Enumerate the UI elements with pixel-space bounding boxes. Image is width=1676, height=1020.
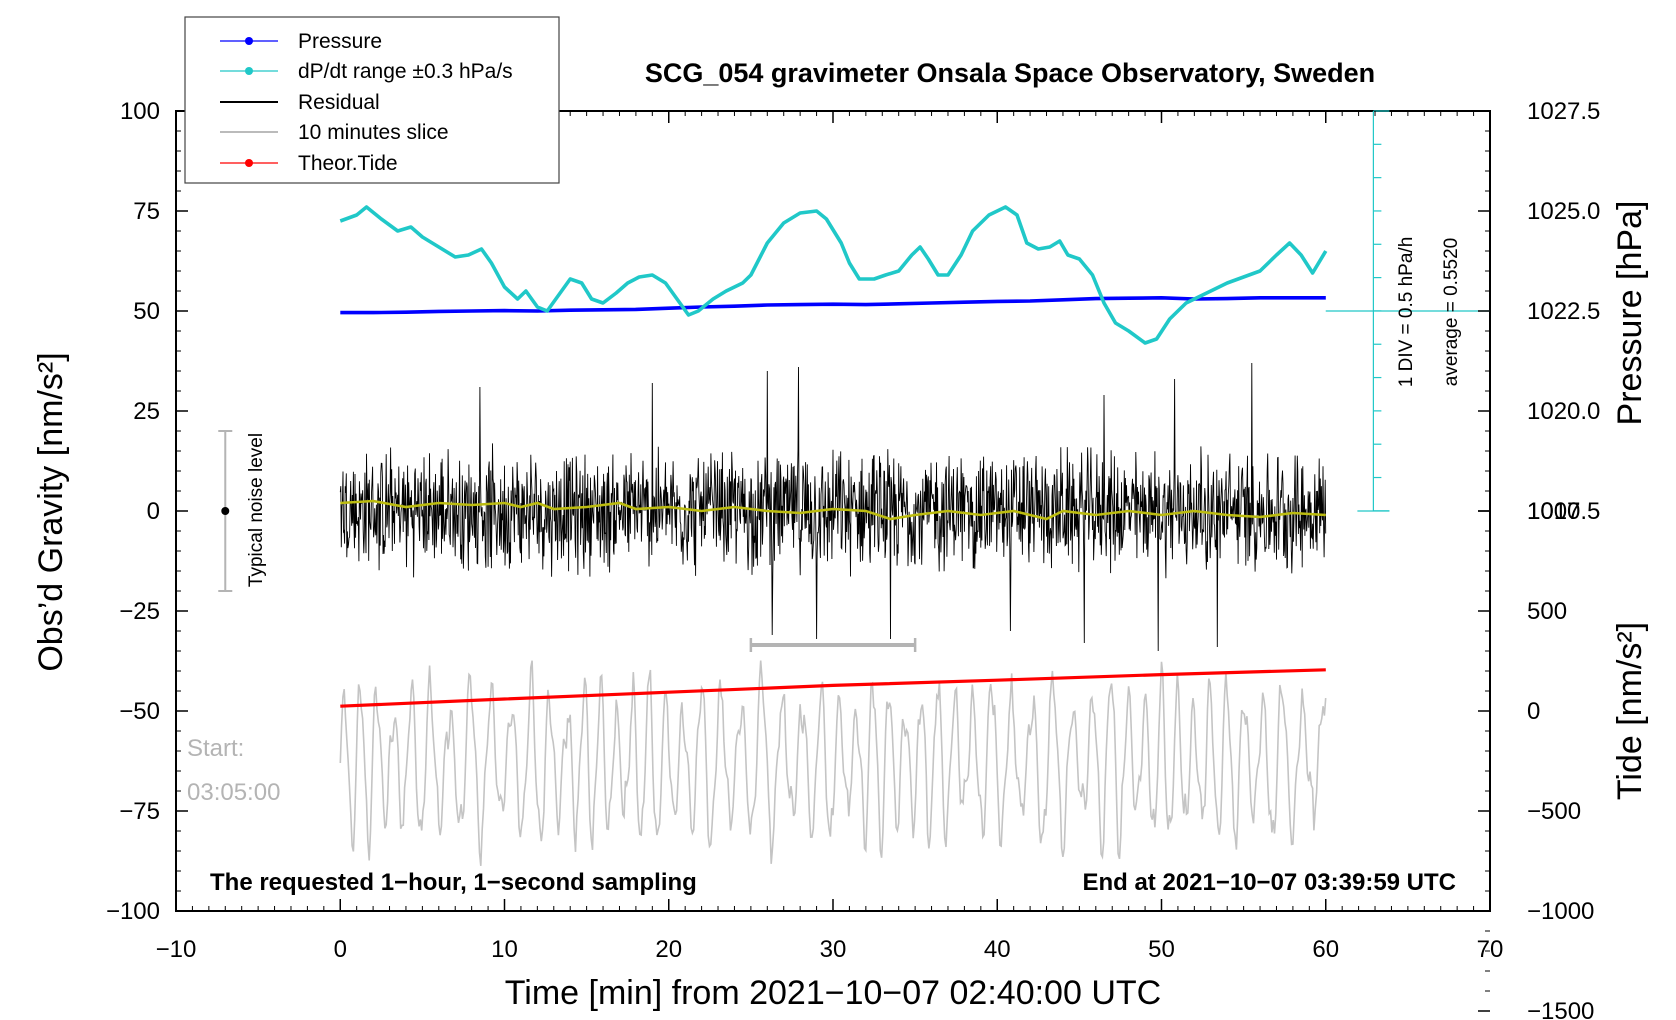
- legend-label-dpdt: dP/dt range ±0.3 hPa/s: [298, 60, 513, 83]
- series-pressure: [340, 295, 1326, 315]
- pressure-tick-label: 1025.0: [1527, 198, 1600, 225]
- x-tick-label: 50: [1148, 936, 1175, 963]
- end-time-note: End at 2021−10−07 03:39:59 UTC: [1082, 869, 1456, 896]
- legend-label-residual: Residual: [298, 91, 380, 114]
- y-tick-label: 25: [133, 398, 160, 425]
- tide-tick-label: 500: [1527, 598, 1567, 625]
- series-dpdt: [339, 205, 1328, 345]
- legend-label-tide: Theor.Tide: [298, 152, 398, 175]
- tide-tick-label: 1000: [1527, 498, 1580, 525]
- y-tick-label: −100: [106, 898, 160, 925]
- sampling-note: The requested 1−hour, 1−second sampling: [210, 869, 697, 896]
- legend-marker-dpdt: [245, 67, 253, 75]
- dpdt-average-label: average = 0.5520: [1441, 238, 1462, 386]
- legend-label-pressure: Pressure: [298, 30, 382, 53]
- legend-marker-tide: [245, 159, 253, 167]
- legend-box: [184, 16, 560, 184]
- x-tick-label: 70: [1477, 936, 1504, 963]
- series-residual: [339, 362, 1327, 652]
- y-tick-label: 75: [133, 198, 160, 225]
- tide-tick-label: −1000: [1527, 898, 1594, 925]
- legend-label-slice: 10 minutes slice: [298, 121, 449, 144]
- noise-bar-center: [221, 507, 230, 515]
- pressure-tick-label: 1027.5: [1527, 98, 1600, 125]
- series-smoothed-residual: [340, 499, 1326, 521]
- y-tick-label: 50: [133, 298, 160, 325]
- legend: Pressure dP/dt range ±0.3 hPa/s Residual…: [184, 16, 560, 184]
- series-theor-tide: [340, 668, 1326, 708]
- y-tick-label: −75: [119, 798, 160, 825]
- noise-level-label: Typical noise level: [246, 433, 267, 587]
- start-label: Start:: [187, 735, 244, 762]
- start-time: 03:05:00: [187, 779, 280, 806]
- y-tick-label: 0: [147, 498, 160, 525]
- x-tick-label: 0: [334, 936, 347, 963]
- y-axis-title-pressure: Pressure [hPa]: [1611, 201, 1649, 426]
- pressure-tick-label: 1017.5: [1527, 498, 1600, 525]
- x-tick-label: −10: [156, 936, 197, 963]
- pressure-tick-label: 1022.5: [1527, 298, 1600, 325]
- x-tick-label: 30: [820, 936, 847, 963]
- y-tick-label: −50: [119, 698, 160, 725]
- legend-marker-pressure: [245, 37, 253, 45]
- tide-tick-label: −500: [1527, 798, 1581, 825]
- tide-tick-label: 0: [1527, 698, 1540, 725]
- x-tick-label: 40: [984, 936, 1011, 963]
- y-axis-title-tide: Tide [nm/s²]: [1611, 622, 1649, 800]
- y-tick-label: 100: [120, 98, 160, 125]
- series-layer: [218, 110, 1490, 866]
- x-tick-label: 20: [655, 936, 682, 963]
- tide-tick-label: −1500: [1527, 998, 1594, 1020]
- x-axis-title: Time [min] from 2021−10−07 02:40:00 UTC: [505, 974, 1161, 1012]
- axes-layer: −10 0 10 20 30 40 50 60 701007550250−25−50−75−10…: [106, 98, 1600, 1020]
- y-axis-title-left: Obs’d Gravity [nm/s²]: [32, 352, 70, 671]
- y-tick-label: −25: [119, 598, 160, 625]
- pressure-tick-label: 1020.0: [1527, 398, 1600, 425]
- x-tick-label: 60: [1312, 936, 1339, 963]
- series-10-minutes-slice: [339, 660, 1327, 866]
- dpdt-div-label: 1 DIV = 0.5 hPa/h: [1396, 237, 1417, 388]
- x-tick-label: 10: [491, 936, 518, 963]
- chart-title: SCG_054 gravimeter Onsala Space Observat…: [645, 58, 1375, 88]
